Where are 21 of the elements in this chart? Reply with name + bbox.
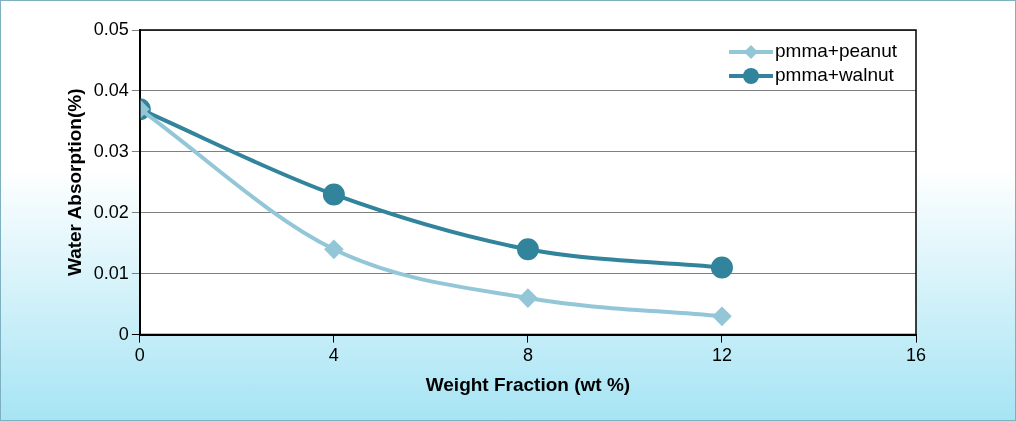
y-tick-label: 0.03 — [93, 140, 129, 161]
legend-label: pmma+peanut — [775, 40, 898, 62]
point — [710, 256, 733, 279]
x-tick-label: 16 — [905, 345, 927, 366]
y-tick-label: 0.01 — [93, 262, 129, 283]
point — [518, 289, 537, 308]
point — [324, 240, 343, 259]
point — [516, 238, 539, 261]
point — [322, 183, 345, 206]
y-tick-label: 0.02 — [93, 201, 129, 222]
legend-label: pmma+walnut — [775, 64, 895, 86]
x-axis-title: Weight Fraction (wt %) — [425, 373, 631, 395]
y-tick-label: 0 — [118, 323, 129, 344]
x-tick-label: 8 — [522, 345, 533, 366]
y-axis-title: Water Absorption(%) — [63, 88, 85, 277]
y-tick-label: 0.05 — [93, 18, 129, 39]
x-tick-label: 0 — [134, 345, 145, 366]
x-tick-label: 12 — [711, 345, 732, 366]
y-tick-label: 0.04 — [93, 79, 129, 100]
x-tick-label: 4 — [328, 345, 339, 366]
point — [712, 307, 731, 326]
